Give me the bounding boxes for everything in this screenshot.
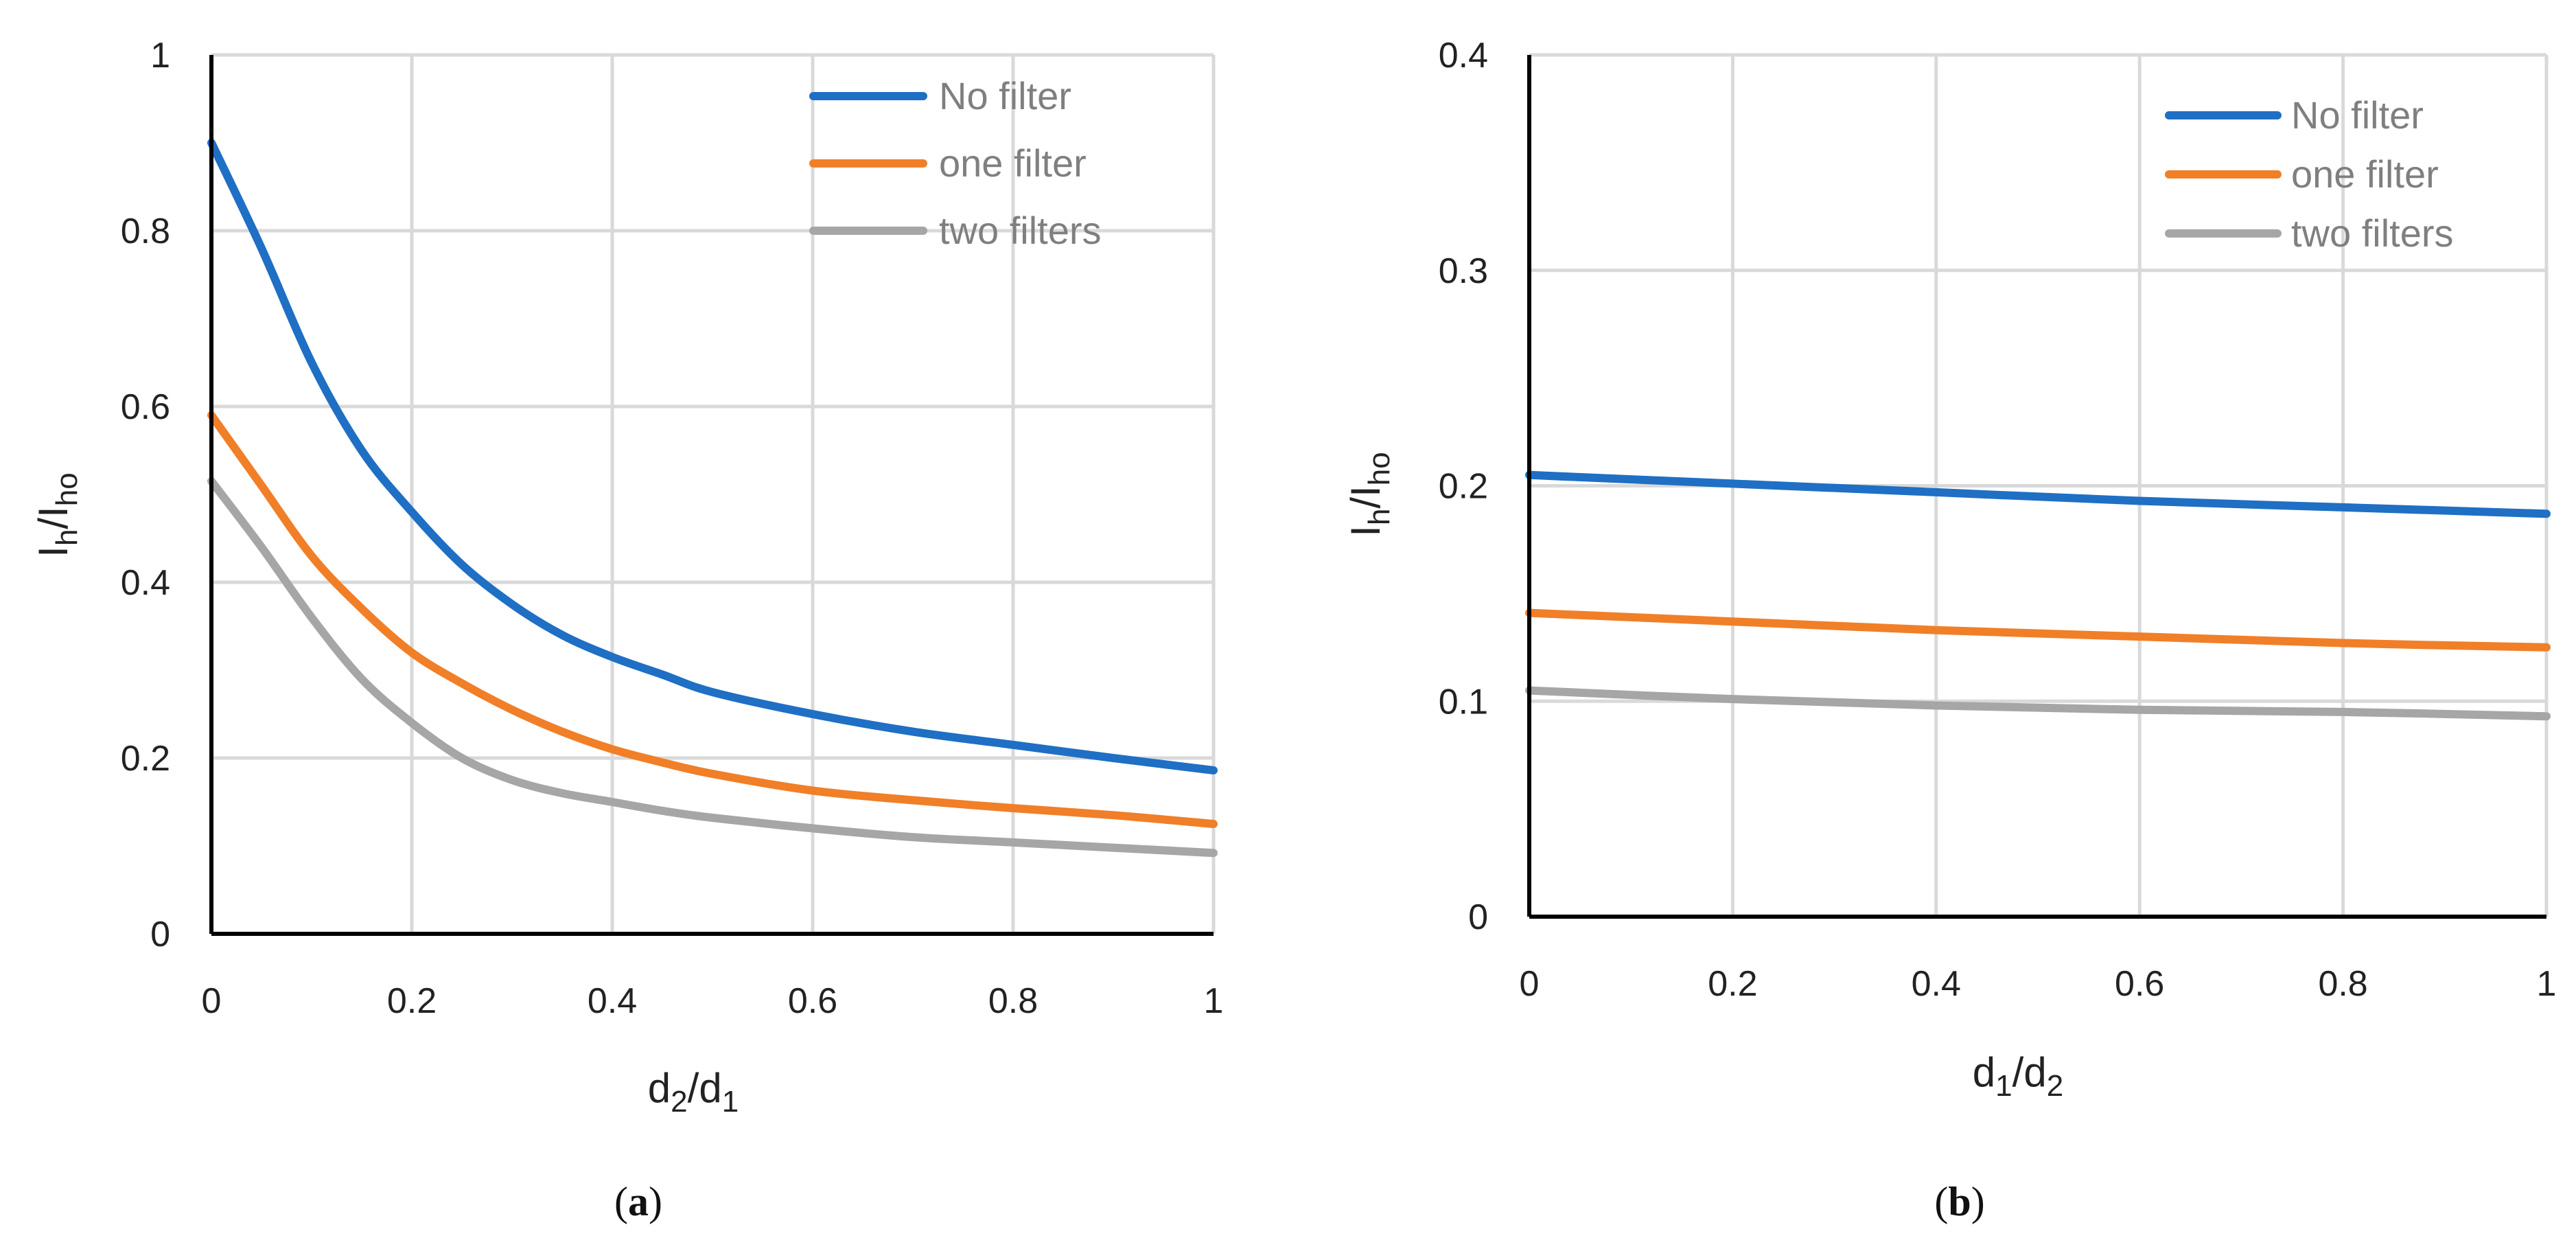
series-line-no-filter xyxy=(1525,470,2551,518)
series-line-two-filters xyxy=(207,477,1218,858)
x-label-part: /d xyxy=(688,1065,722,1111)
series-lines-b xyxy=(1525,470,2551,721)
y-tick-label: 1 xyxy=(150,36,170,76)
chart-panel-b: 0 0.1 0.2 0.3 0.4 0 0.2 0.4 0.6 0.8 1 No filter on… xyxy=(1343,36,2556,1224)
caption-letter-b: b xyxy=(1948,1179,1971,1224)
legend-label-two-filters: two filters xyxy=(939,209,1102,252)
x-tick-label: 0 xyxy=(1520,964,1540,1004)
x-axis-label-a: d2/d1 xyxy=(648,1065,739,1119)
y-tick-label: 0.4 xyxy=(121,563,170,603)
x-label-sub: 2 xyxy=(671,1085,687,1119)
y-label-sub: h xyxy=(50,529,84,546)
caption-b: (b) xyxy=(1934,1179,1984,1224)
y-tick-label: 0.2 xyxy=(121,739,170,779)
y-label-sub: ho xyxy=(50,472,84,506)
x-tick-label: 0.4 xyxy=(588,981,637,1021)
x-tick-labels-b: 0 0.2 0.4 0.6 0.8 1 xyxy=(1520,964,2557,1004)
y-label-sub: h xyxy=(1362,509,1396,525)
legend-label-one-filter: one filter xyxy=(2291,152,2439,196)
x-tick-label: 0.8 xyxy=(988,981,1038,1021)
series-lines-a xyxy=(207,139,1218,858)
y-tick-label: 0.2 xyxy=(1439,467,1488,507)
x-label-part: /d xyxy=(2012,1049,2047,1095)
y-label-part: /I xyxy=(30,506,76,529)
y-tick-label: 0 xyxy=(1468,897,1488,937)
y-tick-label: 0.4 xyxy=(1439,36,1488,76)
caption-letter-a: a xyxy=(628,1179,649,1224)
x-label-sub: 1 xyxy=(1995,1069,2012,1103)
y-tick-labels-a: 0 0.2 0.4 0.6 0.8 1 xyxy=(121,36,170,954)
y-tick-label: 0 xyxy=(150,915,170,954)
caption-a: (a) xyxy=(614,1179,662,1224)
x-tick-label: 0.8 xyxy=(2318,964,2367,1004)
x-tick-label: 0.4 xyxy=(1912,964,1961,1004)
y-tick-labels-b: 0 0.1 0.2 0.3 0.4 xyxy=(1439,36,1488,937)
y-axis-label-b: Ih/Iho xyxy=(1343,452,1396,536)
y-tick-label: 0.6 xyxy=(121,387,170,427)
chart-panel-a: 0 0.2 0.4 0.6 0.8 1 0 0.2 0.4 0.6 0.8 1 No filter o… xyxy=(30,36,1223,1224)
y-axis-label-a: Ih/Iho xyxy=(30,472,84,557)
y-label-sub: ho xyxy=(1362,452,1396,485)
x-label-part: d xyxy=(648,1065,671,1111)
legend-label-no-filter: No filter xyxy=(939,74,1071,117)
x-label-sub: 1 xyxy=(722,1085,739,1119)
series-line-no-filter xyxy=(207,139,1218,775)
x-label-part: d xyxy=(1973,1049,1995,1095)
series-line-two-filters xyxy=(1525,686,2551,721)
x-tick-label: 0.6 xyxy=(788,981,837,1021)
legend-label-no-filter: No filter xyxy=(2291,93,2424,137)
legend-a: No filter one filter two filters xyxy=(809,74,1102,252)
x-tick-label: 0.6 xyxy=(2115,964,2164,1004)
series-line-one-filter xyxy=(207,411,1218,828)
y-tick-label: 0.3 xyxy=(1439,251,1488,291)
y-tick-label: 0.1 xyxy=(1439,682,1488,722)
x-tick-label: 0.2 xyxy=(1708,964,1757,1004)
x-label-sub: 2 xyxy=(2047,1069,2063,1103)
x-tick-label: 0.2 xyxy=(387,981,437,1021)
legend-label-two-filters: two filters xyxy=(2291,211,2454,255)
y-label-part: I xyxy=(30,546,76,558)
y-tick-label: 0.8 xyxy=(121,211,170,251)
y-label-part: I xyxy=(1343,525,1389,537)
legend-label-one-filter: one filter xyxy=(939,141,1087,185)
x-axis-label-b: d1/d2 xyxy=(1973,1049,2063,1103)
x-tick-label: 1 xyxy=(1204,981,1224,1021)
x-tick-labels-a: 0 0.2 0.4 0.6 0.8 1 xyxy=(202,981,1224,1021)
legend-b: No filter one filter two filters xyxy=(2165,93,2454,255)
y-label-part: /I xyxy=(1343,485,1389,508)
x-tick-label: 0 xyxy=(202,981,222,1021)
x-tick-label: 1 xyxy=(2537,964,2557,1004)
series-line-one-filter xyxy=(1525,608,2551,652)
